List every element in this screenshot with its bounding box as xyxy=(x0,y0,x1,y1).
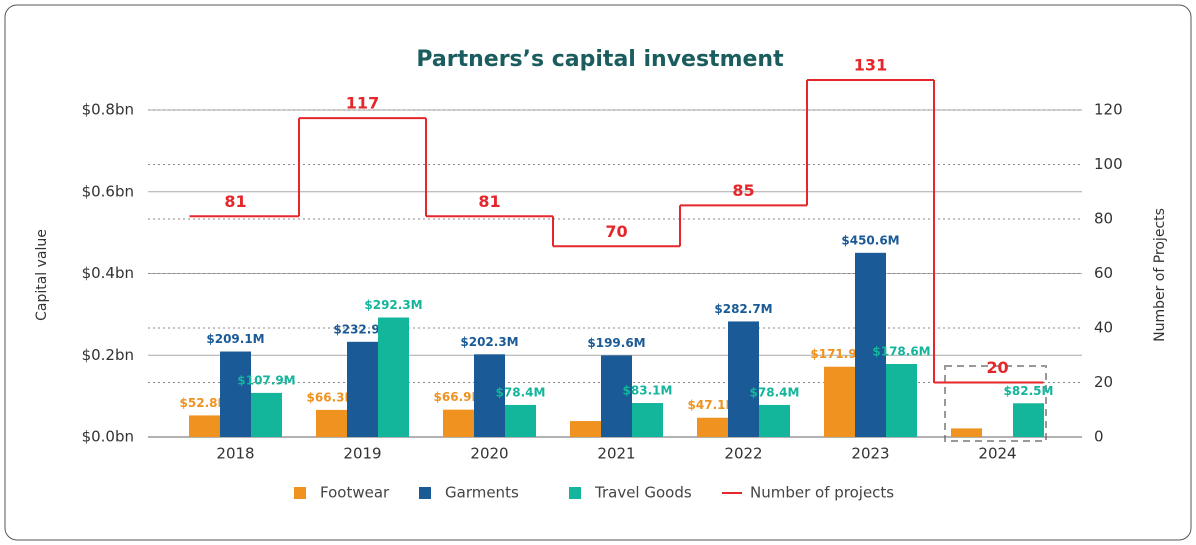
x-tick-label: 2019 xyxy=(343,445,381,463)
bar xyxy=(951,428,982,437)
y-tick-label: $0.8bn xyxy=(82,101,134,119)
x-tick-label: 2023 xyxy=(851,445,889,463)
legend-label: Number of projects xyxy=(750,484,894,502)
data-label: $83.1M xyxy=(623,384,673,398)
line-label: 81 xyxy=(478,192,500,211)
line-label: 70 xyxy=(605,222,627,241)
legend-label: Travel Goods xyxy=(594,484,692,502)
bar xyxy=(1013,403,1044,437)
data-label: $178.6M xyxy=(872,344,930,358)
data-label: $282.7M xyxy=(714,302,772,316)
data-label: $52.8M xyxy=(180,396,230,410)
data-label: $202.3M xyxy=(460,335,518,349)
bar xyxy=(220,351,251,437)
bar xyxy=(443,409,474,437)
line-label: 81 xyxy=(224,192,246,211)
x-tick-label: 2021 xyxy=(597,445,635,463)
y2-axis-label: Number of Projects xyxy=(1152,208,1168,342)
y-tick-label: $0.4bn xyxy=(82,264,134,282)
line-label: 117 xyxy=(346,94,379,113)
y-tick-label: $0.0bn xyxy=(82,428,134,446)
data-label: $450.6M xyxy=(841,233,899,247)
line-label: 131 xyxy=(854,56,887,75)
line-label: 85 xyxy=(732,181,754,200)
line-label: 20 xyxy=(986,358,1008,377)
data-label: $292.3M xyxy=(364,298,422,312)
chart-title: Partners’s capital investment xyxy=(416,47,784,72)
bar xyxy=(886,363,917,437)
bar xyxy=(697,417,728,437)
bar xyxy=(728,321,759,437)
bar xyxy=(474,354,505,437)
legend-swatch xyxy=(294,487,306,499)
x-tick-label: 2024 xyxy=(978,445,1016,463)
y2-tick-label: 100 xyxy=(1094,155,1123,173)
data-label: $232.9M xyxy=(333,322,391,336)
bar xyxy=(347,341,378,437)
bar xyxy=(378,317,409,437)
data-label: $209.1M xyxy=(206,332,264,346)
y2-tick-label: 20 xyxy=(1094,373,1113,391)
data-label: $82.5M xyxy=(1004,384,1054,398)
x-tick-label: 2022 xyxy=(724,445,762,463)
data-label: $47.1M xyxy=(688,398,738,412)
x-tick-label: 2020 xyxy=(470,445,508,463)
data-label: $107.9M xyxy=(237,373,295,387)
y-tick-label: $0.2bn xyxy=(82,346,134,364)
y2-tick-label: 80 xyxy=(1094,210,1113,228)
legend-swatch xyxy=(419,487,431,499)
x-tick-label: 2018 xyxy=(216,445,254,463)
bar xyxy=(855,252,886,437)
bar xyxy=(601,355,632,437)
y2-tick-label: 0 xyxy=(1094,428,1104,446)
data-label: $66.3M xyxy=(307,390,357,404)
bar xyxy=(505,404,536,437)
bar xyxy=(316,409,347,437)
data-label: $171.9M xyxy=(810,347,868,361)
bar xyxy=(824,366,855,437)
legend-swatch xyxy=(569,487,581,499)
y2-tick-label: 40 xyxy=(1094,319,1113,337)
bar xyxy=(189,415,220,437)
y-tick-label: $0.6bn xyxy=(82,182,134,200)
highlight-box xyxy=(944,365,1047,442)
y2-tick-label: 120 xyxy=(1094,101,1123,119)
y-axis-label: Capital value xyxy=(34,229,50,321)
data-label: $78.4M xyxy=(496,385,546,399)
bar xyxy=(632,403,663,437)
data-label: $78.4M xyxy=(750,385,800,399)
legend-label: Footwear xyxy=(320,484,390,502)
y2-tick-label: 60 xyxy=(1094,264,1113,282)
data-label: $66.9M xyxy=(434,390,484,404)
bar xyxy=(570,421,601,437)
bar xyxy=(759,404,790,437)
legend-label: Garments xyxy=(445,484,519,502)
data-label: $199.6M xyxy=(587,336,645,350)
bar xyxy=(251,392,282,437)
